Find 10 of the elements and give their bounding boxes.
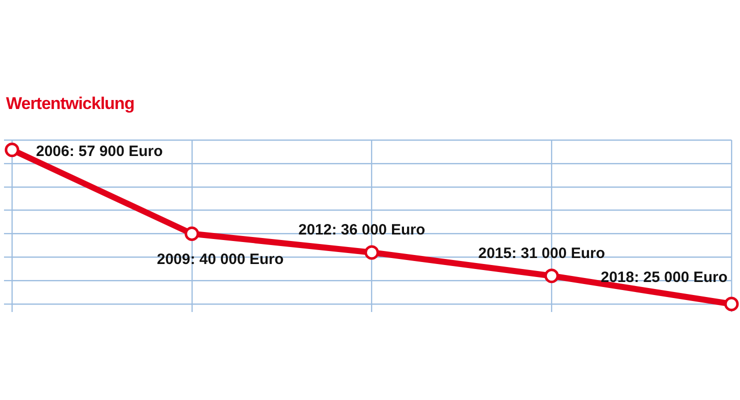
point bbox=[364, 245, 379, 260]
data-label: 2012: 36 000 Euro bbox=[298, 222, 426, 239]
data-label: 2018: 25 000 Euro bbox=[600, 269, 728, 286]
point bbox=[4, 142, 20, 158]
point bbox=[184, 226, 200, 241]
data-label: 2009: 40 000 Euro bbox=[156, 250, 284, 268]
data-label: 2006: 57 900 Euro bbox=[36, 142, 163, 160]
point bbox=[544, 268, 559, 284]
chart-title: Wertentwicklung bbox=[6, 94, 134, 114]
data-label: 2015: 31 000 Euro bbox=[478, 245, 605, 262]
